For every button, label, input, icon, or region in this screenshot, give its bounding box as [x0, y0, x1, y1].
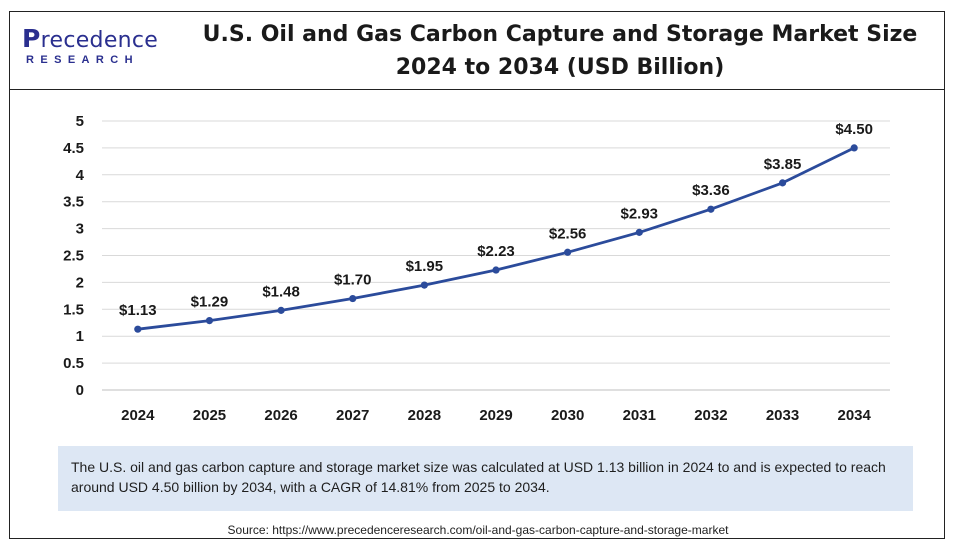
y-tick-label: 0 — [76, 382, 84, 399]
data-label: $1.13 — [119, 302, 157, 319]
x-tick-label: 2028 — [408, 407, 441, 424]
data-label: $4.50 — [835, 121, 873, 138]
chart-title-line1: U.S. Oil and Gas Carbon Capture and Stor… — [202, 22, 918, 47]
logo-wordmark: Precedence — [22, 24, 159, 54]
y-tick-label: 3.5 — [63, 194, 84, 211]
y-tick-label: 2 — [76, 274, 84, 291]
data-point — [134, 325, 142, 333]
logo-subtitle: RESEARCH — [26, 54, 139, 66]
y-tick-label: 5 — [76, 113, 84, 130]
data-point — [635, 228, 643, 236]
data-label: $3.36 — [692, 182, 730, 199]
summary-note: The U.S. oil and gas carbon capture and … — [58, 446, 913, 511]
data-label: $3.85 — [764, 156, 802, 173]
data-point — [205, 316, 214, 325]
x-tick-label: 2029 — [479, 407, 512, 424]
x-tick-label: 2031 — [623, 407, 656, 424]
x-tick-label: 2025 — [193, 407, 226, 424]
logo-wordmark-rest: recedence — [40, 28, 159, 53]
y-tick-label: 4 — [76, 167, 85, 184]
y-tick-label: 0.5 — [63, 355, 84, 372]
data-point — [492, 266, 500, 274]
brand-logo: Precedence RESEARCH — [22, 26, 172, 76]
chart-title-line2: 2024 to 2034 (USD Billion) — [395, 55, 725, 80]
data-point — [420, 281, 428, 289]
chart-title: U.S. Oil and Gas Carbon Capture and Stor… — [185, 18, 935, 84]
y-tick-label: 1.5 — [63, 301, 84, 318]
data-label: $2.23 — [477, 243, 515, 260]
data-label: $2.56 — [549, 225, 587, 242]
data-label: $2.93 — [620, 205, 658, 222]
data-point — [349, 294, 357, 303]
data-point — [564, 248, 572, 256]
y-tick-label: 2.5 — [63, 248, 84, 265]
data-point — [707, 205, 715, 213]
x-tick-label: 2026 — [264, 407, 297, 424]
source-text: Source: https://www.precedenceresearch.c… — [227, 523, 729, 537]
data-point — [778, 179, 787, 187]
y-tick-label: 1 — [76, 328, 84, 345]
data-label: $1.95 — [406, 258, 444, 275]
data-point — [277, 306, 285, 314]
header: Precedence RESEARCH U.S. Oil and Gas Car… — [10, 12, 944, 90]
x-tick-label: 2032 — [694, 407, 727, 424]
data-label: $1.48 — [262, 283, 300, 300]
x-tick-label: 2033 — [766, 407, 799, 424]
data-label: $1.29 — [191, 294, 229, 311]
data-point — [850, 144, 858, 152]
x-tick-label: 2034 — [837, 407, 871, 424]
x-tick-label: 2030 — [551, 407, 584, 424]
data-label: $1.70 — [334, 272, 372, 289]
x-tick-label: 2024 — [121, 407, 155, 424]
chart-frame: Precedence RESEARCH U.S. Oil and Gas Car… — [9, 11, 945, 539]
x-tick-label: 2027 — [336, 407, 369, 424]
y-tick-label: 3 — [76, 221, 84, 238]
line-chart: 0 0.5 1 1.5 2 2.5 3 3.5 4 4.5 5 2024 2025 2026 2027 202… — [63, 113, 890, 424]
y-tick-label: 4.5 — [63, 140, 84, 157]
